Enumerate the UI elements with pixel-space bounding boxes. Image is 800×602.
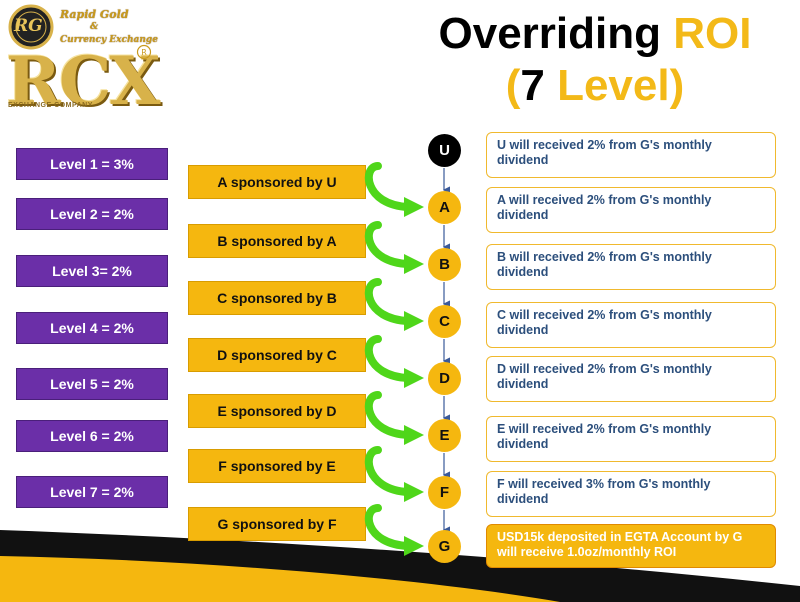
- level-box-5: Level 5 = 2%: [16, 368, 168, 400]
- title-paren-open: (: [505, 61, 521, 110]
- level-box-1: Level 1 = 3%: [16, 148, 168, 180]
- node-e: E: [428, 419, 461, 452]
- sponsor-box-c: C sponsored by B: [188, 281, 366, 315]
- node-c: C: [428, 305, 461, 338]
- title-text: Overriding: [438, 9, 674, 58]
- node-b: B: [428, 248, 461, 281]
- title-roi: ROI: [673, 9, 752, 58]
- level-box-6: Level 6 = 2%: [16, 420, 168, 452]
- info-box-u: U will received 2% from G's monthly divi…: [486, 132, 776, 178]
- node-f: F: [428, 476, 461, 509]
- sponsor-box-a: A sponsored by U: [188, 165, 366, 199]
- sponsor-box-f: F sponsored by E: [188, 449, 366, 483]
- node-d: D: [428, 362, 461, 395]
- sponsor-box-b: B sponsored by A: [188, 224, 366, 258]
- sponsor-box-e: E sponsored by D: [188, 394, 366, 428]
- level-box-2: Level 2 = 2%: [16, 198, 168, 230]
- level-box-7: Level 7 = 2%: [16, 476, 168, 508]
- info-box-b: B will received 2% from G's monthly divi…: [486, 244, 776, 290]
- title-level-word: Level: [544, 61, 670, 110]
- company-logo: RG Rapid Gold & Currency Exchange RCX R …: [2, 2, 162, 127]
- level-box-3: Level 3= 2%: [16, 255, 168, 287]
- sponsor-box-g: G sponsored by F: [188, 507, 366, 541]
- logo-line-1: Rapid Gold: [60, 8, 129, 21]
- rg-emblem-text: RG: [14, 16, 43, 36]
- title-level-count: 7: [520, 61, 545, 110]
- logo-wordmark: RCX: [6, 42, 161, 120]
- rg-emblem-icon: [8, 4, 54, 50]
- logo-tagline: EXCHANGE COMPANY: [8, 102, 93, 109]
- node-g: G: [428, 530, 461, 563]
- info-box-a: A will received 2% from G's monthly divi…: [486, 187, 776, 233]
- logo-line-2: &: [90, 22, 99, 32]
- svg-text:R: R: [141, 48, 147, 57]
- node-u: U: [428, 134, 461, 167]
- info-box-f: F will received 3% from G's monthly divi…: [486, 471, 776, 517]
- info-box-g-deposit: USD15k deposited in EGTA Account by G wi…: [486, 524, 776, 568]
- info-box-c: C will received 2% from G's monthly divi…: [486, 302, 776, 348]
- sponsor-box-d: D sponsored by C: [188, 338, 366, 372]
- info-box-e: E will received 2% from G's monthly divi…: [486, 416, 776, 462]
- title-paren-close: ): [669, 61, 685, 110]
- logo-line-3: Currency Exchange: [60, 35, 158, 45]
- info-box-d: D will received 2% from G's monthly divi…: [486, 356, 776, 402]
- level-box-4: Level 4 = 2%: [16, 312, 168, 344]
- node-a: A: [428, 191, 461, 224]
- page-title: Overriding ROI (7 Level): [420, 8, 770, 112]
- registered-mark-icon: R: [136, 44, 152, 60]
